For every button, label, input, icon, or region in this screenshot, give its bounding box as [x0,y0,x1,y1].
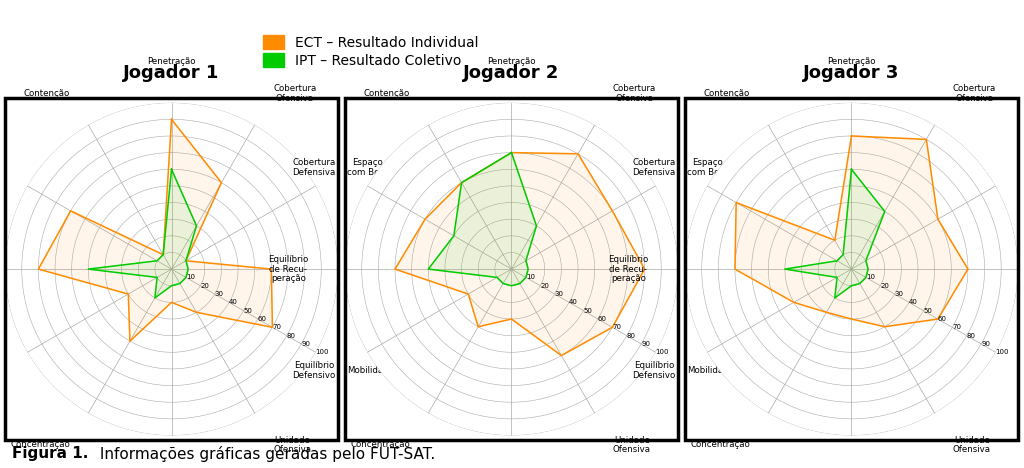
Text: Equilíbrio
Defensivo: Equilíbrio Defensivo [293,361,336,380]
Text: 20: 20 [541,283,549,289]
Text: 80: 80 [287,333,296,339]
Text: 10: 10 [186,274,195,280]
Polygon shape [39,119,272,341]
Text: 10: 10 [526,274,535,280]
Text: 50: 50 [584,307,593,314]
Text: Mobilidade: Mobilidade [687,366,734,375]
Text: 100: 100 [655,349,669,355]
Text: Penetração: Penetração [147,57,196,66]
Text: 10: 10 [866,274,874,280]
Text: 80: 80 [627,333,636,339]
Text: Equilíbrio
de Recu-
peração: Equilíbrio de Recu- peração [608,255,648,283]
Text: Informações gráficas geradas pelo FUT-SAT.: Informações gráficas geradas pelo FUT-SA… [95,446,435,462]
Text: Cobertura
Ofensiva: Cobertura Ofensiva [953,84,996,102]
Text: Espaço
com Bola: Espaço com Bola [347,158,387,177]
Text: Figura 1.: Figura 1. [12,446,89,461]
Text: 20: 20 [201,283,209,289]
Polygon shape [785,169,885,298]
Legend: ECT – Resultado Individual, IPT – Resultado Coletivo: ECT – Resultado Individual, IPT – Result… [263,35,478,68]
Text: Cobertura
Ofensiva: Cobertura Ofensiva [273,84,316,102]
Text: Cobertura
Defensiva: Cobertura Defensiva [633,158,676,177]
Text: 40: 40 [909,300,918,306]
Text: 100: 100 [315,349,329,355]
Text: 70: 70 [272,324,282,330]
Text: Cobertura
Ofensiva: Cobertura Ofensiva [613,84,656,102]
Text: 60: 60 [598,316,607,322]
Text: Cobertura
Defensiva: Cobertura Defensiva [293,158,336,177]
Text: Espaço
sem Bola: Espaço sem Bola [375,260,415,278]
Text: Concentração: Concentração [10,440,70,449]
Text: 90: 90 [641,341,650,347]
Text: 30: 30 [895,291,904,297]
Text: 30: 30 [215,291,224,297]
Text: Concentração: Concentração [690,440,750,449]
Text: 90: 90 [981,341,990,347]
Text: 50: 50 [924,307,933,314]
Polygon shape [395,153,645,356]
Text: Unidade
Ofensiva: Unidade Ofensiva [273,436,311,454]
Text: Espaço
com Bola: Espaço com Bola [687,158,727,177]
Text: Penetração: Penetração [487,57,536,66]
Text: Contenção: Contenção [703,89,750,98]
Title: Jogador 2: Jogador 2 [463,64,560,82]
Text: Unidade
Ofensiva: Unidade Ofensiva [613,436,651,454]
Text: Espaço
sem Bola: Espaço sem Bola [715,260,755,278]
Text: 30: 30 [555,291,564,297]
Text: Penetração: Penetração [827,57,876,66]
Text: Concentração: Concentração [350,440,410,449]
Text: Contenção: Contenção [364,89,410,98]
Text: Equilíbrio
Defensivo: Equilíbrio Defensivo [633,361,676,380]
Text: 40: 40 [229,300,238,306]
Text: 70: 70 [612,324,622,330]
Text: 50: 50 [244,307,253,314]
Text: Equilíbrio
de Recu-
peração: Equilíbrio de Recu- peração [268,255,308,283]
Text: 80: 80 [967,333,976,339]
Text: 70: 70 [952,324,962,330]
Text: 100: 100 [995,349,1009,355]
Text: Unidade
Ofensiva: Unidade Ofensiva [953,436,991,454]
Text: Contenção: Contenção [24,89,70,98]
Polygon shape [428,153,537,286]
Text: 60: 60 [938,316,947,322]
Title: Jogador 3: Jogador 3 [803,64,900,82]
Polygon shape [735,136,968,327]
Text: 90: 90 [301,341,310,347]
Polygon shape [88,169,197,298]
Text: 60: 60 [258,316,267,322]
Text: 40: 40 [569,300,578,306]
Text: Mobilidade: Mobilidade [347,366,394,375]
Text: 20: 20 [881,283,889,289]
Title: Jogador 1: Jogador 1 [123,64,220,82]
